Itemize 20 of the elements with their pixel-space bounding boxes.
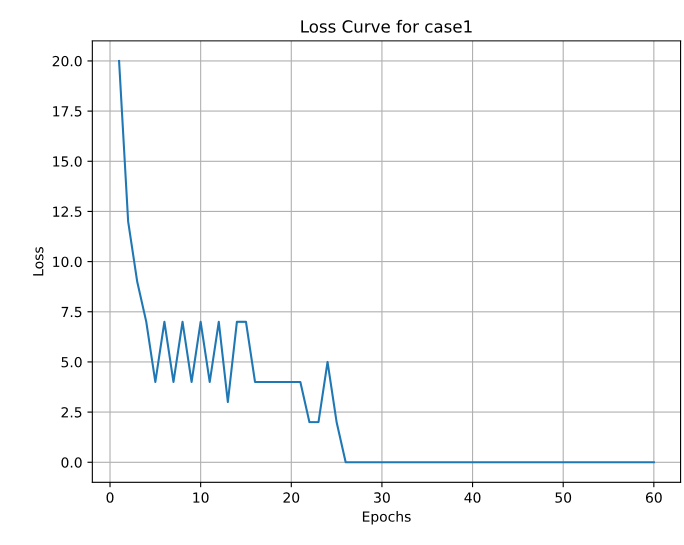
x-tick-label: 10 bbox=[193, 492, 209, 503]
y-tick-label: 10.0 bbox=[53, 256, 82, 268]
x-tick-label: 0 bbox=[106, 492, 114, 503]
y-axis-title: Loss bbox=[33, 247, 44, 276]
y-tick-label: 20.0 bbox=[52, 56, 82, 66]
y-tick-label: 17.5 bbox=[53, 106, 82, 117]
y-tick-label: 0.0 bbox=[61, 457, 82, 468]
y-tick-label: 2.5 bbox=[62, 407, 82, 418]
x-axis-title: Epochs bbox=[362, 511, 411, 524]
y-tick-label: 12.5 bbox=[53, 206, 82, 217]
chart-title: Loss Curve for case1 bbox=[301, 20, 472, 33]
line-series bbox=[118, 60, 655, 464]
x-tick-label: 40 bbox=[464, 492, 480, 503]
x-tick-label: 60 bbox=[646, 492, 662, 503]
x-tick-label: 50 bbox=[555, 492, 572, 503]
x-tick-label: 20 bbox=[283, 492, 300, 503]
y-tick-label: 5.0 bbox=[62, 356, 82, 368]
y-tick-label: 7.5 bbox=[62, 306, 82, 318]
y-tick-label: 15.0 bbox=[53, 156, 82, 167]
x-tick-label: 30 bbox=[374, 492, 390, 503]
